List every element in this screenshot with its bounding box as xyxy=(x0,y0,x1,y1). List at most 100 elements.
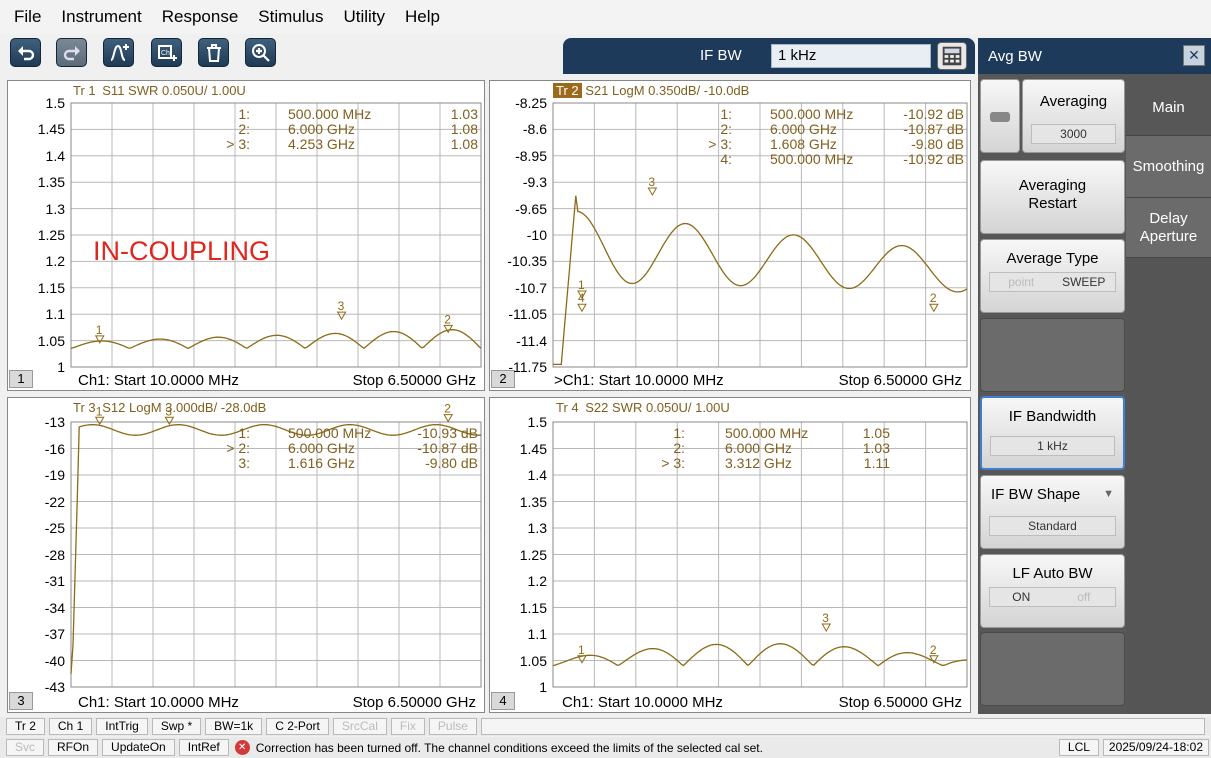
channel-start: Ch1: Start 10.0000 MHz xyxy=(78,372,239,389)
menu-instrument[interactable]: Instrument xyxy=(61,7,142,26)
y-tick-label: -9.65 xyxy=(515,200,547,217)
add-channel-button[interactable]: Ch xyxy=(151,38,182,67)
marker-frequency: 1.616 GHz xyxy=(288,455,355,471)
y-tick-label: -40 xyxy=(44,652,65,669)
marker-index: 3: xyxy=(238,455,250,471)
keypad-button[interactable] xyxy=(937,42,967,70)
trace-line xyxy=(552,643,968,667)
panel-number: 3 xyxy=(9,692,33,710)
marker-3[interactable]: 3 xyxy=(821,611,832,633)
ifbw-input[interactable]: 1 kHz xyxy=(771,44,931,68)
y-tick-label: -11.05 xyxy=(508,306,547,323)
trace-header: Tr 1 S11 SWR 0.050U/ 1.00U xyxy=(70,83,246,98)
channel-start: Ch1: Start 10.0000 MHz xyxy=(562,694,723,711)
menu-stimulus[interactable]: Stimulus xyxy=(258,7,324,26)
trace-label[interactable]: Tr 3 xyxy=(73,400,96,415)
averaging-button[interactable]: Averaging 3000 xyxy=(1022,79,1125,153)
menu-utility[interactable]: Utility xyxy=(343,7,386,26)
marker-1[interactable]: 1 xyxy=(94,323,105,344)
marker-1[interactable]: 1 xyxy=(577,278,587,300)
trace-label[interactable]: Tr 2 xyxy=(553,83,582,98)
y-tick-label: 1.45 xyxy=(37,121,65,138)
trace-label[interactable]: Tr 1 xyxy=(73,83,96,98)
if-bandwidth-button[interactable]: IF Bandwidth 1 kHz xyxy=(980,396,1125,470)
marker-index: > 3: xyxy=(708,136,732,152)
marker-index: 1: xyxy=(238,106,250,122)
status-rfon[interactable]: RFOn xyxy=(48,739,99,756)
marker-2[interactable]: 2 xyxy=(929,643,939,664)
y-tick-label: -10 xyxy=(526,227,547,243)
marker-index: 4: xyxy=(720,151,732,167)
status-bandwidth[interactable]: BW=1k xyxy=(205,718,263,735)
marker-2[interactable]: 2 xyxy=(443,402,454,423)
marker-1[interactable]: 1 xyxy=(577,643,587,664)
tab-smoothing[interactable]: Smoothing xyxy=(1126,135,1211,197)
status-sweep[interactable]: Swp * xyxy=(151,718,202,735)
y-tick-label: -16 xyxy=(44,440,65,457)
y-tick-label: 1 xyxy=(57,359,65,375)
status-lcl[interactable]: LCL xyxy=(1058,739,1099,756)
delete-button[interactable] xyxy=(198,38,229,67)
marker-3[interactable]: 3 xyxy=(164,404,175,426)
lf-auto-bw-button[interactable]: LF Auto BW ON off xyxy=(980,554,1125,628)
status-pulse[interactable]: Pulse xyxy=(428,718,477,735)
trace-panel-s11[interactable]: 1 2 3 Tr 1 S11 SWR 0.050U/ 1.00U IN-COUPLI… xyxy=(7,80,485,391)
averaging-value: 3000 xyxy=(1031,124,1116,144)
status-cal-type[interactable]: C 2-Port xyxy=(266,718,329,735)
marker-1[interactable]: 1 xyxy=(94,404,105,426)
graticule xyxy=(552,421,968,688)
status-channel[interactable]: Ch 1 xyxy=(48,718,93,735)
option-on[interactable]: ON xyxy=(1012,590,1031,604)
close-button[interactable]: ✕ xyxy=(1183,45,1205,66)
graticule xyxy=(70,102,482,368)
status-svc[interactable]: Svc xyxy=(6,739,45,756)
trace-panel-s22[interactable]: 1 2 3 Tr 4 S22 SWR 0.050U/ 1.00U Ch1: Star… xyxy=(489,397,971,713)
status-trace[interactable]: Tr 2 xyxy=(6,718,45,735)
close-icon: ✕ xyxy=(1188,47,1200,63)
y-tick-label: 1.15 xyxy=(37,279,65,296)
status-srccal[interactable]: SrcCal xyxy=(332,718,387,735)
tab-main[interactable]: Main xyxy=(1126,79,1211,135)
if-bw-shape-button[interactable]: IF BW Shape ▼ Standard xyxy=(980,475,1125,549)
tab-spacer xyxy=(1126,257,1211,714)
y-tick-label: 1.45 xyxy=(519,440,547,457)
average-type-button[interactable]: Average Type point SWEEP xyxy=(980,239,1125,313)
marker-frequency: 6.000 GHz xyxy=(770,121,837,137)
averaging-toggle[interactable] xyxy=(980,79,1020,153)
marker-2[interactable]: 2 xyxy=(443,312,454,334)
trace-panel-s12[interactable]: 1 2 3 Tr 3 S12 LogM 3.000dB/ -28.0dB Ch1: … xyxy=(7,397,485,713)
marker-frequency: 6.000 GHz xyxy=(288,121,355,137)
option-point[interactable]: point xyxy=(1008,275,1035,289)
lf-auto-bw-toggle[interactable]: ON off xyxy=(989,587,1116,607)
y-tick-label: 1.25 xyxy=(519,546,547,563)
trace-label[interactable]: Tr 4 xyxy=(556,400,579,415)
if-bandwidth-label: IF Bandwidth xyxy=(1008,408,1097,425)
averaging-restart-button[interactable]: Averaging Restart xyxy=(980,160,1125,234)
status-updateon[interactable]: UpdateOn xyxy=(102,739,175,756)
undo-button[interactable] xyxy=(10,38,41,67)
tab-delay-aperture[interactable]: Delay Aperture xyxy=(1126,197,1211,257)
option-off[interactable]: off xyxy=(1077,590,1091,604)
status-fix[interactable]: Fix xyxy=(390,718,425,735)
add-trace-button[interactable] xyxy=(103,38,134,67)
marker-3[interactable]: 3 xyxy=(647,175,658,197)
channel-stop: Stop 6.50000 GHz xyxy=(352,372,476,389)
trace-panel-s21[interactable]: 1 2 3 4 Tr 2 S21 LogM 0.350dB/ -10.0dB >Ch1… xyxy=(489,80,971,391)
marker-2[interactable]: 2 xyxy=(929,291,939,313)
average-type-toggle[interactable]: point SWEEP xyxy=(989,272,1116,292)
menu-response[interactable]: Response xyxy=(161,7,239,26)
marker-value: 1.05 xyxy=(862,425,890,441)
menu-help[interactable]: Help xyxy=(405,7,440,26)
marker-3[interactable]: 3 xyxy=(336,299,347,321)
marker-4[interactable]: 4 xyxy=(577,291,587,313)
zoom-button[interactable] xyxy=(245,38,276,67)
add-channel-icon: Ch xyxy=(157,44,177,61)
trace-format: S21 LogM 0.350dB/ -10.0dB xyxy=(585,83,750,98)
status-intref[interactable]: IntRef xyxy=(178,739,229,756)
redo-button[interactable] xyxy=(56,38,87,67)
y-tick-label: 1.1 xyxy=(45,306,65,323)
option-sweep[interactable]: SWEEP xyxy=(1062,275,1106,289)
status-trigger[interactable]: IntTrig xyxy=(96,718,148,735)
menu-file[interactable]: File xyxy=(14,7,42,26)
toggle-indicator xyxy=(990,112,1010,122)
